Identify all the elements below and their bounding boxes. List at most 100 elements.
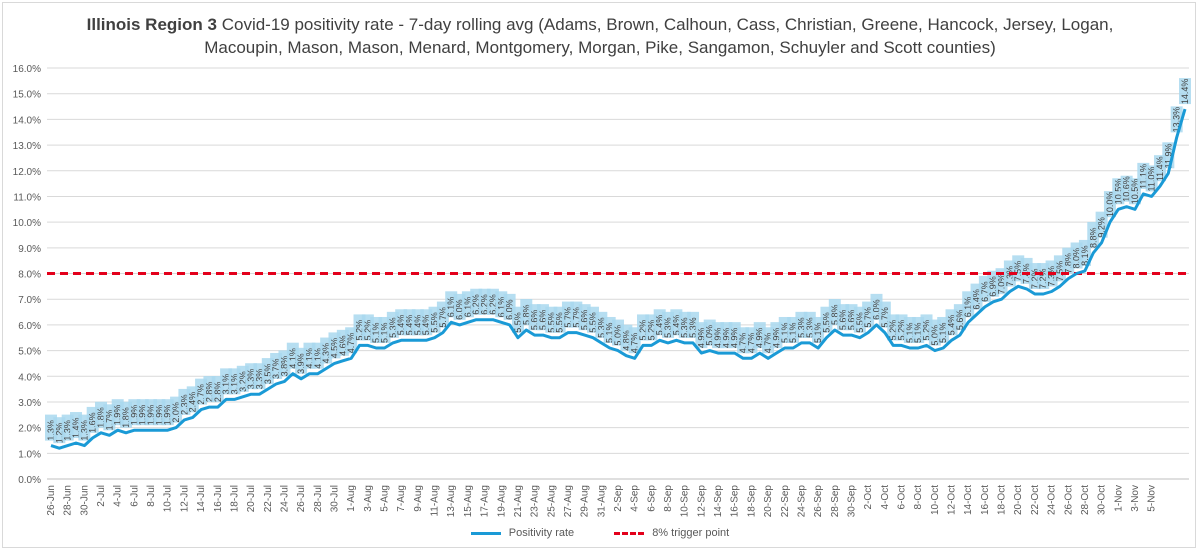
x-tick-label: 24-Sep (796, 485, 807, 518)
y-tick-label: 0.0% (18, 475, 41, 486)
data-label: 4.6% (338, 335, 348, 356)
data-label: 5.3% (805, 317, 815, 338)
data-label: 11.4% (1155, 156, 1165, 181)
data-label: 4.7% (763, 333, 773, 354)
data-label: 4.7% (346, 333, 356, 354)
legend: Positivity rate 8% trigger point (3, 527, 1197, 539)
chart-title: Illinois Region 3 Covid-19 positivity ra… (3, 13, 1197, 59)
data-label: 5.1% (780, 322, 790, 343)
data-label: 5.7% (438, 307, 448, 328)
data-label: 2.8% (204, 382, 214, 403)
data-label: 5.2% (638, 320, 648, 341)
data-label: 5.1% (605, 322, 615, 343)
y-tick-label: 7.0% (18, 295, 41, 306)
data-label: 4.9% (730, 328, 740, 349)
x-tick-label: 23-Aug (530, 485, 541, 517)
data-label: 4.9% (755, 328, 765, 349)
data-label: 5.4% (405, 315, 415, 336)
data-label: 3.7% (271, 358, 281, 379)
data-label-bg (503, 293, 516, 320)
data-label: 1.9% (129, 405, 139, 426)
x-tick-label: 4-Sep (630, 485, 641, 512)
x-tick-label: 10-Jul (163, 485, 174, 512)
data-label: 5.2% (363, 320, 373, 341)
y-tick-label: 8.0% (18, 270, 41, 281)
data-label: 1.9% (138, 405, 148, 426)
data-label: 1.3% (46, 420, 56, 441)
data-label: 5.2% (888, 320, 898, 341)
y-tick-label: 5.0% (18, 347, 41, 358)
data-label: 5.8% (521, 304, 531, 325)
x-tick-label: 10-Sep (680, 485, 691, 518)
data-label: 5.1% (938, 322, 948, 343)
data-label: 5.6% (955, 310, 965, 331)
data-label: 5.0% (930, 325, 940, 346)
data-label: 5.4% (671, 315, 681, 336)
x-tick-label: 15-Aug (463, 485, 474, 517)
y-tick-label: 12.0% (13, 167, 41, 178)
data-label: 7.3% (1005, 266, 1015, 287)
chart-plot: 0.0% 1.0% 2.0% 3.0% 4.0% 5.0% 6.0% 7.0% 8.0% 9.0%… (13, 64, 1191, 518)
x-tick-label: 14-Oct (963, 485, 974, 515)
data-label: 1.9% (146, 405, 156, 426)
data-label: 5.6% (538, 310, 548, 331)
data-label: 6.1% (446, 297, 456, 318)
chart-title-bold: Illinois Region 3 (86, 15, 217, 34)
data-label: 7.5% (1013, 261, 1023, 282)
positivity-series-line (50, 108, 1187, 450)
data-label: 3.1% (229, 374, 239, 395)
data-label: 8.1% (1080, 245, 1090, 266)
data-label: 2.0% (171, 402, 181, 423)
x-tick-label: 20-Oct (1013, 485, 1024, 515)
data-label-bg (1095, 211, 1108, 238)
data-label: 4.5% (330, 338, 340, 359)
data-label: 5.6% (580, 310, 590, 331)
data-label: 1.7% (104, 410, 114, 431)
data-label: 7.2% (1030, 269, 1040, 290)
x-tick-label: 30-Sep (846, 485, 857, 518)
x-tick-label: 2-Jul (96, 485, 107, 507)
data-label: 1.4% (71, 418, 81, 439)
x-tick-label: 29-Aug (580, 485, 591, 517)
y-tick-label: 10.0% (13, 218, 41, 229)
data-label: 4.7% (630, 333, 640, 354)
data-label: 2.7% (196, 384, 206, 405)
data-label: 6.2% (488, 294, 498, 315)
data-label: 5.1% (371, 322, 381, 343)
data-label: 5.1% (813, 322, 823, 343)
x-tick-label: 27-Aug (563, 485, 574, 517)
data-label: 5.1% (380, 322, 390, 343)
y-tick-label: 4.0% (18, 372, 41, 383)
data-label: 4.9% (771, 328, 781, 349)
x-tick-label: 30-Jul (330, 485, 341, 512)
legend-item-trigger: 8% trigger point (614, 527, 729, 539)
data-label: 5.3% (663, 317, 673, 338)
x-tick-label: 26-Oct (1063, 485, 1074, 515)
data-label: 13.3% (1172, 107, 1182, 133)
x-tick-label: 22-Sep (780, 485, 791, 518)
x-tick-label: 7-Aug (396, 485, 407, 512)
x-tick-label: 8-Sep (663, 485, 674, 512)
data-label: 5.1% (913, 322, 923, 343)
data-label: 6.1% (963, 297, 973, 318)
data-label-bg (1179, 78, 1191, 105)
x-tick-label: 20-Jul (246, 485, 257, 512)
x-tick-label: 6-Oct (897, 485, 908, 510)
data-label: 8.8% (1088, 227, 1098, 248)
data-label: 5.5% (555, 312, 565, 333)
y-tick-label: 16.0% (13, 64, 41, 75)
data-label: 4.8% (621, 330, 631, 351)
data-label: 5.7% (880, 307, 890, 328)
x-tick-label: 16-Sep (730, 485, 741, 518)
data-label: 5.4% (947, 315, 957, 336)
data-label: 5.6% (838, 310, 848, 331)
data-label: 5.8% (830, 304, 840, 325)
legend-dash-swatch (614, 531, 645, 535)
data-label: 5.5% (821, 312, 831, 333)
data-label: 6.9% (988, 276, 998, 297)
data-label: 1.8% (121, 407, 131, 428)
x-tick-label: 16-Oct (980, 485, 991, 515)
data-label: 10.5% (1113, 179, 1123, 205)
data-label: 11.9% (1163, 143, 1173, 168)
data-label: 5.2% (897, 320, 907, 341)
